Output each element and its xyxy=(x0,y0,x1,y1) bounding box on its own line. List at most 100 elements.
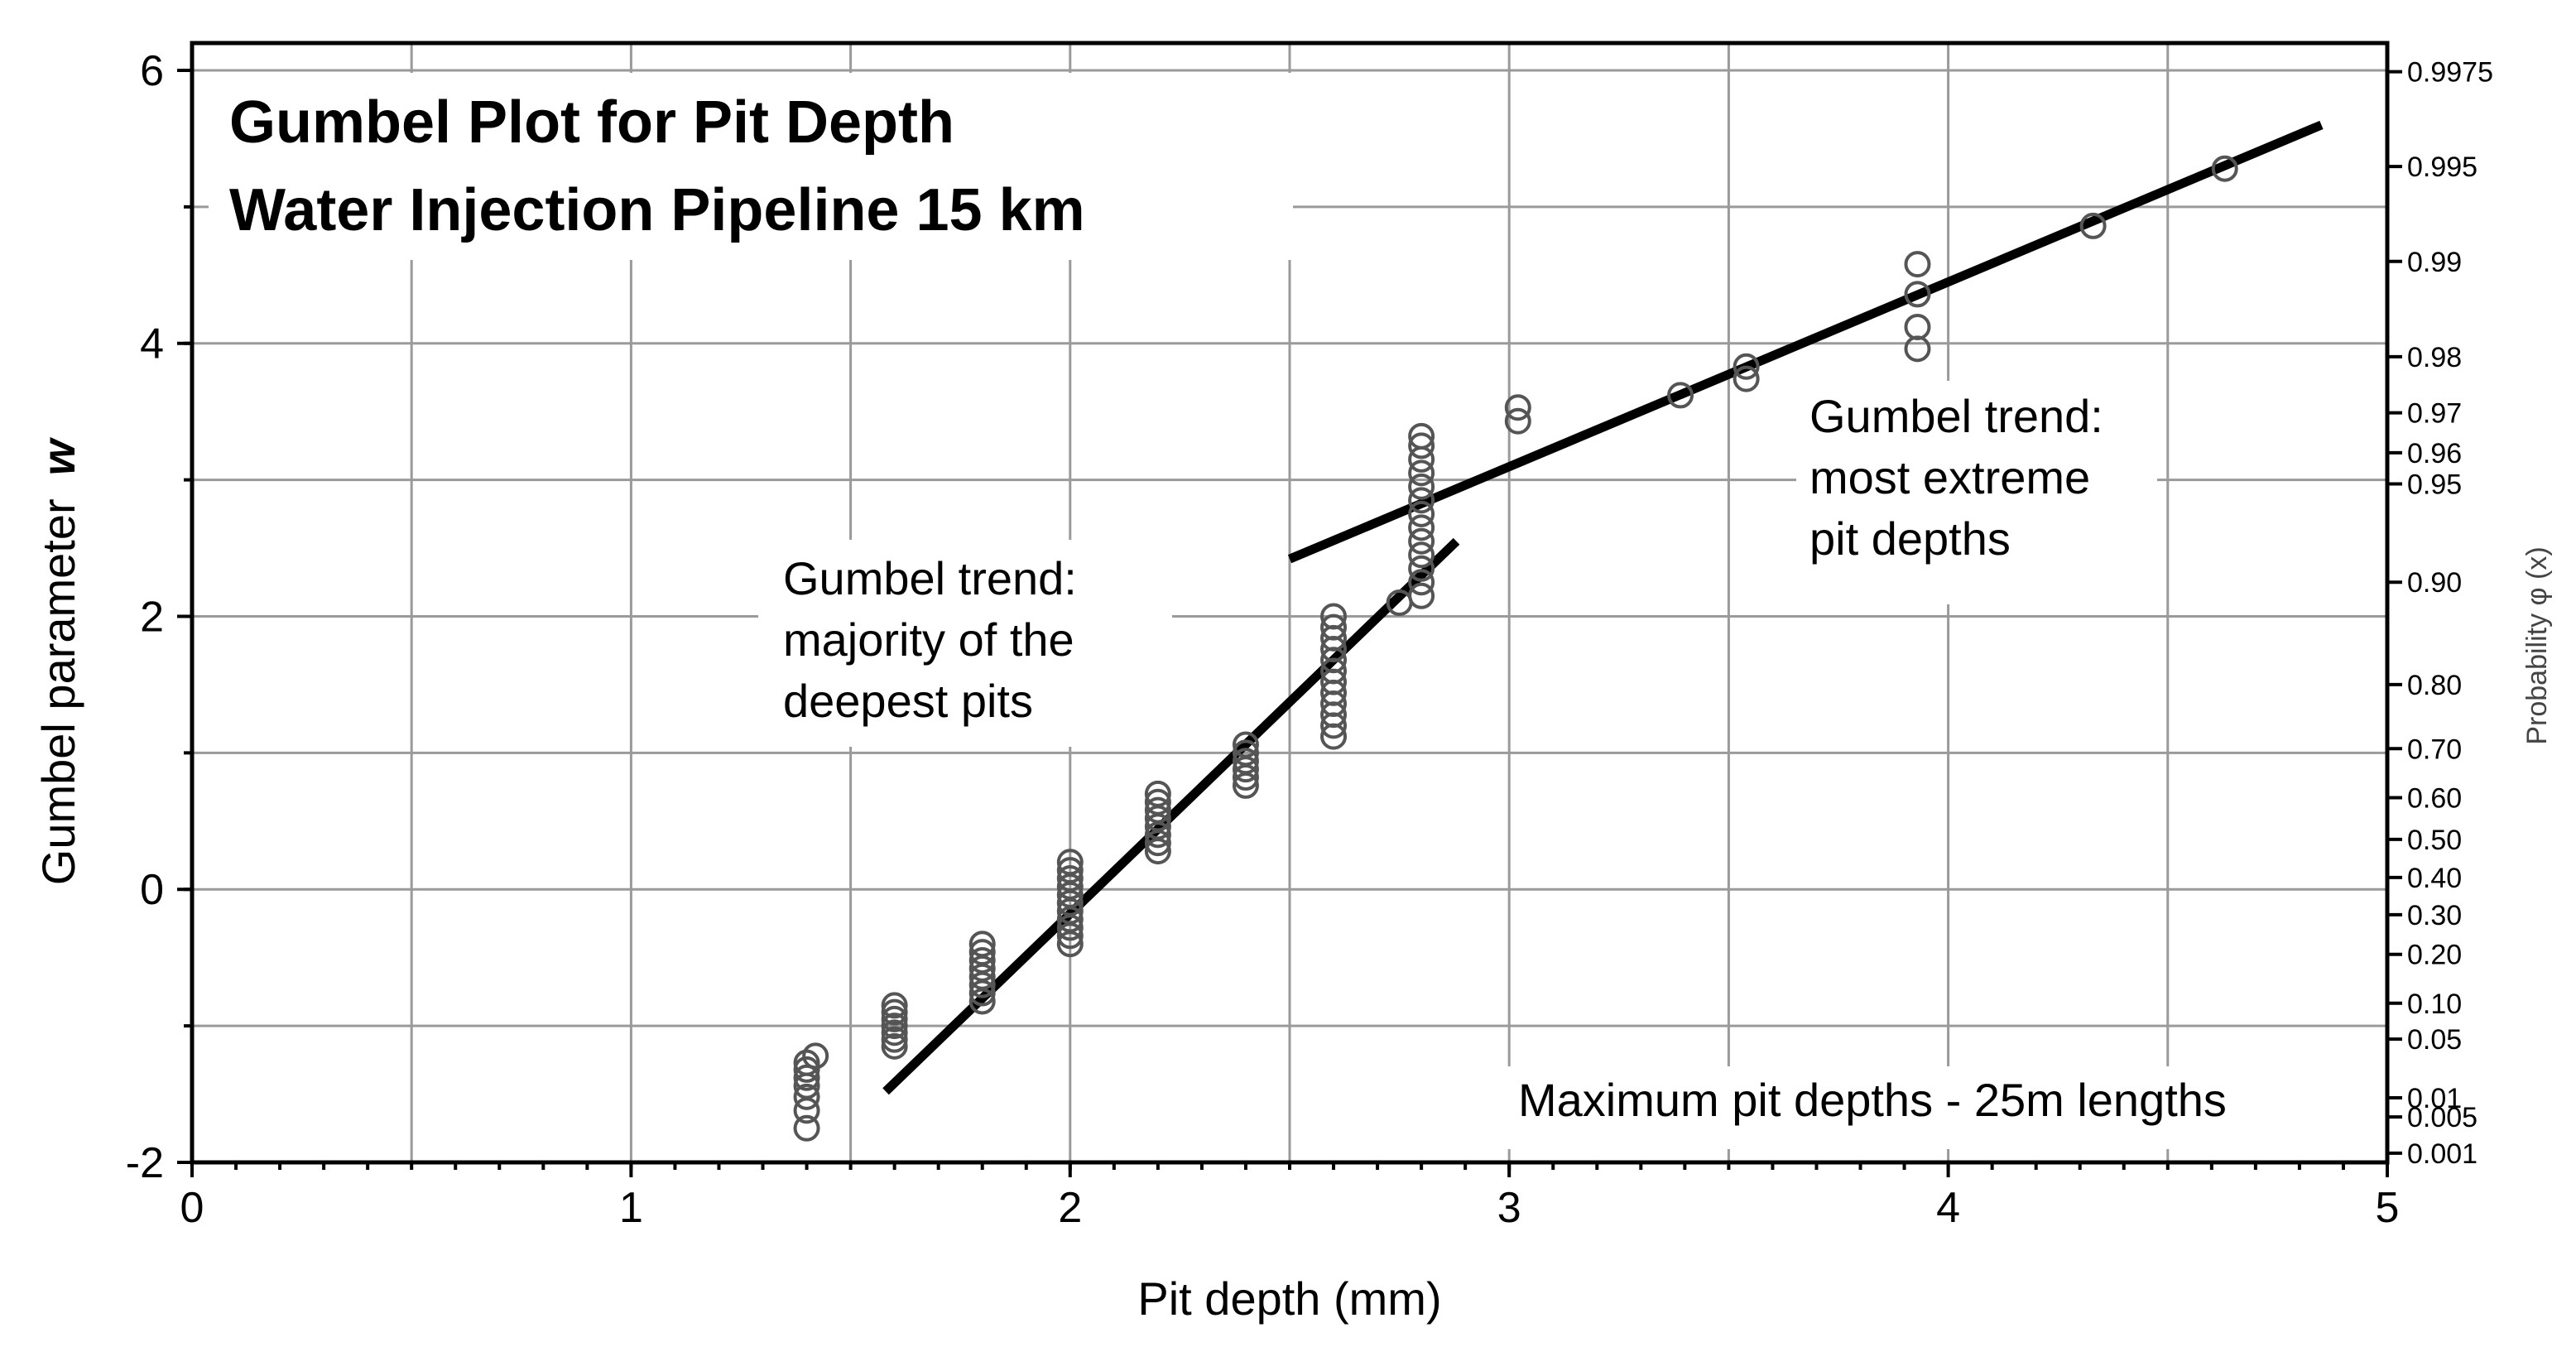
legend-box: Maximum pit depths - 25m lengths xyxy=(1507,1066,2376,1149)
prob-tick-label: 0.20 xyxy=(2407,940,2462,971)
annotation-extreme-line-2: most extreme xyxy=(1809,451,2090,503)
data-point xyxy=(1504,407,1531,435)
prob-tick-label: 0.60 xyxy=(2407,782,2462,814)
data-point xyxy=(1320,613,1348,641)
prob-tick-label: 0.95 xyxy=(2407,469,2462,501)
y-tick-label: 0 xyxy=(140,866,164,914)
prob-tick-label: 0.97 xyxy=(2407,398,2462,430)
x-tick-label: 2 xyxy=(1058,1184,1082,1232)
data-point xyxy=(793,1064,820,1091)
x-tick-label: 3 xyxy=(1497,1184,1521,1232)
data-point xyxy=(1904,281,1931,308)
trend-lines xyxy=(882,120,2324,1095)
data-point xyxy=(1408,445,1435,473)
data-point xyxy=(968,946,996,974)
prob-tick-label: 0.10 xyxy=(2407,989,2462,1020)
data-point xyxy=(881,992,908,1019)
data-point xyxy=(1904,335,1931,363)
annotation-majority-line-3: deepest pits xyxy=(783,675,1033,727)
data-point xyxy=(1320,603,1348,630)
x-tick-label: 5 xyxy=(2376,1184,2400,1232)
data-point xyxy=(1904,313,1931,340)
data-point xyxy=(881,1026,908,1053)
y-tick-label: 6 xyxy=(140,47,164,95)
prob-tick-label: 0.40 xyxy=(2407,863,2462,894)
prob-tick-label: 0.50 xyxy=(2407,825,2462,856)
prob-tick-label: 0.995 xyxy=(2407,152,2477,183)
data-point xyxy=(802,1042,829,1070)
data-point xyxy=(793,1114,820,1142)
data-point xyxy=(1667,382,1694,409)
data-point xyxy=(1232,739,1259,767)
data-point xyxy=(1056,857,1084,884)
data-point xyxy=(1408,432,1435,459)
data-point xyxy=(1408,541,1435,569)
title-box: Gumbel Plot for Pit Depth Water Injectio… xyxy=(209,73,1293,260)
data-point xyxy=(1408,514,1435,541)
prob-tick-label: 0.80 xyxy=(2407,670,2462,701)
prob-tick-label: 0.30 xyxy=(2407,900,2462,931)
data-point xyxy=(1504,394,1531,421)
data-point xyxy=(1733,353,1760,380)
annotation-extreme-box: Gumbel trend: most extreme pit depths xyxy=(1796,381,2157,604)
prob-tick-label: 0.05 xyxy=(2407,1024,2462,1056)
data-point xyxy=(1408,555,1435,582)
data-point xyxy=(1408,582,1435,609)
y-axis-title: Gumbel parameter w xyxy=(32,436,84,885)
prob-tick-label: 0.96 xyxy=(2407,438,2462,469)
prob-tick-label: 0.70 xyxy=(2407,734,2462,765)
y-tick-label: 4 xyxy=(140,320,164,368)
y2-axis-title-text: Probability φ (x) xyxy=(2521,546,2553,744)
legend-text: Maximum pit depths - 25m lengths xyxy=(1518,1074,2227,1126)
chart-title-line-1: Gumbel Plot for Pit Depth xyxy=(229,89,954,156)
prob-tick-label: 0.90 xyxy=(2407,567,2462,599)
x-tick-label: 4 xyxy=(1936,1184,1960,1232)
annotation-majority-line-1: Gumbel trend: xyxy=(783,552,1077,604)
annotation-majority-line-2: majority of the xyxy=(783,613,1074,666)
svg-text:Gumbel parameterw: Gumbel parameter w xyxy=(32,436,84,885)
data-point xyxy=(968,931,996,958)
annotation-extreme-line-1: Gumbel trend: xyxy=(1809,390,2103,442)
data-point xyxy=(793,1083,820,1110)
data-point xyxy=(2211,155,2238,182)
trend-line xyxy=(1287,120,2324,564)
data-point xyxy=(1232,731,1259,758)
data-point xyxy=(793,1056,820,1083)
data-point xyxy=(881,1005,908,1032)
y-tick-label: 2 xyxy=(140,593,164,641)
prob-tick-label: 0.9975 xyxy=(2407,57,2493,89)
data-point xyxy=(1408,473,1435,500)
prob-tick-label: 0.001 xyxy=(2407,1138,2477,1170)
y-axis-title-text: Gumbel parameter xyxy=(32,498,84,885)
data-points xyxy=(793,155,2238,1142)
data-point xyxy=(881,1019,908,1046)
prob-tick-label: 0.99 xyxy=(2407,247,2462,278)
data-point xyxy=(793,1097,820,1124)
data-point xyxy=(1144,796,1171,824)
annotation-majority-box: Gumbel trend: majority of the deepest pi… xyxy=(758,540,1172,747)
data-point xyxy=(1144,780,1171,807)
data-point xyxy=(881,1013,908,1040)
data-point xyxy=(2079,212,2107,239)
prob-tick-label: 0.98 xyxy=(2407,342,2462,373)
data-point xyxy=(1408,569,1435,596)
prob-tick-label: 0.01 xyxy=(2407,1083,2462,1114)
data-point xyxy=(1144,788,1171,815)
data-point xyxy=(881,998,908,1026)
annotation-extreme-line-3: pit depths xyxy=(1809,512,2011,565)
data-point xyxy=(1408,487,1435,514)
y-tick-label: -2 xyxy=(126,1139,164,1187)
prob-tick-label: 0.005 xyxy=(2407,1102,2477,1133)
data-point xyxy=(1904,251,1931,278)
x-tick-label: 0 xyxy=(180,1184,204,1232)
data-point xyxy=(1408,459,1435,487)
data-point xyxy=(1408,422,1435,450)
chart-title-line-2: Water Injection Pipeline 15 km xyxy=(229,177,1085,243)
data-point xyxy=(1408,527,1435,555)
x-tick-label: 1 xyxy=(619,1184,643,1232)
data-point xyxy=(968,939,996,966)
data-point xyxy=(1232,748,1259,775)
y2-axis-title: Probability φ (x) xyxy=(2521,546,2553,744)
